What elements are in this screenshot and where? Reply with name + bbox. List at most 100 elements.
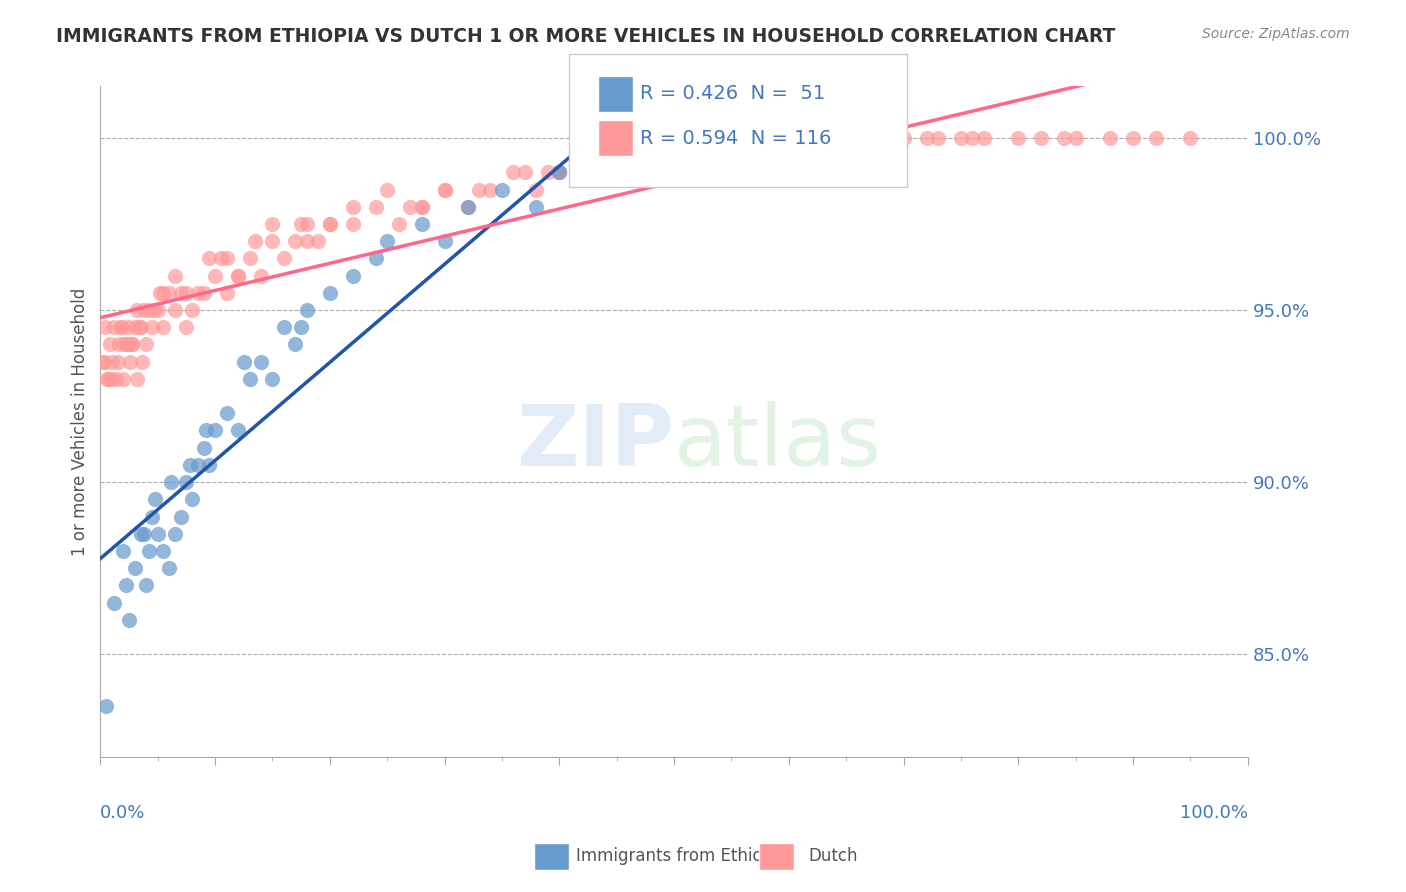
Point	[457, 200, 479, 214]
Point	[319, 217, 342, 231]
Point	[295, 303, 318, 318]
Point	[468, 183, 491, 197]
Point	[388, 217, 411, 231]
Text: atlas: atlas	[673, 401, 882, 483]
Point	[548, 165, 571, 179]
Point	[132, 526, 155, 541]
Point	[157, 285, 180, 300]
Point	[98, 337, 121, 351]
Point	[152, 544, 174, 558]
Point	[143, 303, 166, 318]
Point	[720, 131, 742, 145]
Point	[138, 303, 160, 318]
Point	[145, 492, 167, 507]
Point	[146, 303, 169, 318]
Point	[120, 354, 142, 368]
Point	[502, 165, 524, 179]
Point	[813, 131, 835, 145]
Point	[319, 285, 342, 300]
Point	[128, 320, 150, 334]
Text: R = 0.426  N =  51: R = 0.426 N = 51	[640, 84, 825, 103]
Point	[364, 200, 387, 214]
Point	[962, 131, 984, 145]
Point	[170, 285, 193, 300]
Point	[170, 509, 193, 524]
Point	[342, 268, 364, 283]
Point	[835, 131, 858, 145]
Point	[273, 320, 295, 334]
Point	[163, 268, 186, 283]
Text: 0.0%: 0.0%	[100, 805, 146, 822]
Point	[232, 354, 254, 368]
Point	[193, 285, 215, 300]
Text: Dutch: Dutch	[808, 847, 858, 865]
Point	[411, 200, 433, 214]
Point	[778, 131, 800, 145]
Point	[433, 183, 456, 197]
Point	[94, 698, 117, 713]
Point	[582, 165, 605, 179]
Point	[662, 131, 685, 145]
Point	[399, 200, 422, 214]
Point	[606, 165, 628, 179]
Point	[163, 526, 186, 541]
Point	[135, 337, 157, 351]
Point	[110, 320, 132, 334]
Point	[215, 252, 238, 266]
Point	[118, 613, 141, 627]
Point	[295, 234, 318, 248]
Point	[869, 131, 891, 145]
Point	[226, 268, 249, 283]
Point	[526, 183, 548, 197]
Point	[97, 372, 120, 386]
Point	[107, 337, 129, 351]
Point	[114, 337, 136, 351]
Point	[110, 320, 132, 334]
Point	[215, 285, 238, 300]
Point	[103, 595, 125, 609]
Point	[152, 320, 174, 334]
Point	[96, 372, 118, 386]
Point	[479, 183, 502, 197]
Point	[1031, 131, 1053, 145]
Point	[204, 424, 226, 438]
Point	[284, 234, 307, 248]
Point	[132, 303, 155, 318]
Point	[375, 183, 398, 197]
Point	[149, 285, 172, 300]
Point	[662, 148, 685, 162]
Point	[215, 406, 238, 420]
Point	[1122, 131, 1144, 145]
Point	[720, 131, 742, 145]
Point	[226, 268, 249, 283]
Point	[141, 509, 163, 524]
Text: IMMIGRANTS FROM ETHIOPIA VS DUTCH 1 OR MORE VEHICLES IN HOUSEHOLD CORRELATION CH: IMMIGRANTS FROM ETHIOPIA VS DUTCH 1 OR M…	[56, 27, 1115, 45]
Point	[617, 148, 640, 162]
Point	[100, 372, 122, 386]
Point	[662, 148, 685, 162]
Point	[342, 217, 364, 231]
Point	[101, 354, 124, 368]
Point	[176, 285, 198, 300]
Point	[949, 131, 972, 145]
Point	[198, 252, 221, 266]
Point	[91, 354, 114, 368]
Point	[273, 252, 295, 266]
Point	[129, 320, 152, 334]
Point	[1180, 131, 1202, 145]
Point	[927, 131, 949, 145]
Point	[755, 148, 778, 162]
Point	[548, 165, 571, 179]
Text: Immigrants from Ethiopia: Immigrants from Ethiopia	[576, 847, 789, 865]
Point	[1144, 131, 1167, 145]
Point	[295, 217, 318, 231]
Point	[526, 200, 548, 214]
Point	[209, 252, 232, 266]
Point	[1053, 131, 1076, 145]
Point	[103, 320, 125, 334]
Point	[290, 217, 312, 231]
Point	[125, 303, 148, 318]
Point	[138, 544, 160, 558]
Point	[105, 372, 128, 386]
Point	[290, 320, 312, 334]
